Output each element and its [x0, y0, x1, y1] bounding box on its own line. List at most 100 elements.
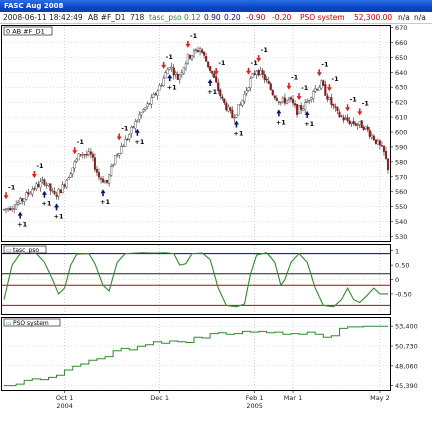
candle-body — [253, 73, 256, 75]
candle-body — [13, 208, 16, 210]
candle-body — [39, 181, 42, 188]
info-count: 718 — [130, 13, 145, 22]
osc-tick-label: 1 — [395, 247, 399, 255]
sell-signal-label: -1 — [8, 183, 16, 191]
title-bar[interactable]: FASC Aug 2008 — [0, 0, 432, 12]
candle-body — [257, 70, 260, 76]
chart-canvas[interactable]: +1+1+1+1+1+1+1+1+1 +1-1-1-1-1-1-1-1 -1-1-1… — [0, 24, 432, 425]
candle-body — [263, 74, 266, 80]
buy-signal-label: +1 — [17, 221, 27, 229]
candle-body — [237, 104, 240, 116]
buy-arrow-icon — [304, 110, 310, 118]
candle-body — [136, 120, 139, 123]
candle-body — [231, 109, 234, 119]
candle-body — [130, 127, 133, 134]
candle-body — [186, 53, 189, 64]
candle-body — [374, 139, 377, 144]
candle-body — [164, 72, 167, 79]
candle-body — [346, 117, 349, 121]
buy-signal-label: +1 — [167, 83, 177, 91]
candle-body — [239, 104, 242, 106]
candle-body — [65, 179, 68, 188]
candle-body — [235, 114, 238, 118]
buy-arrow-icon — [54, 203, 60, 211]
candle-body — [338, 111, 341, 117]
candle-body — [376, 140, 379, 145]
sell-arrow-icon — [316, 69, 322, 77]
candle-body — [43, 179, 46, 185]
info-value-5: -0.20 — [272, 13, 292, 22]
info-symbol: AB #F_D1 — [88, 13, 126, 22]
candle-body — [308, 100, 311, 102]
buy-arrow-icon — [167, 74, 173, 82]
candle-body — [99, 178, 103, 180]
info-indicator-name: tasc_pso — [149, 13, 182, 22]
sell-arrow-icon — [246, 67, 252, 75]
candle-body — [178, 74, 181, 80]
candle-body — [194, 49, 198, 51]
buy-signal-label: +1 — [276, 118, 286, 126]
candle-body — [285, 99, 288, 105]
candle-body — [384, 151, 388, 159]
candle-body — [93, 157, 96, 170]
candle-body — [71, 167, 74, 175]
candle-body — [217, 82, 220, 91]
candle-body — [378, 140, 381, 146]
candle-body — [160, 85, 163, 87]
candle-body — [85, 154, 88, 156]
signals-layer: +1+1+1+1+1+1+1+1+1 +1-1-1-1-1-1-1-1 -1-1-1… — [3, 32, 369, 229]
candle-body — [348, 120, 351, 125]
candle-body — [233, 117, 236, 119]
candle-body — [148, 103, 151, 105]
candle-body — [251, 73, 254, 78]
price-tick-label: 570 — [395, 173, 407, 181]
candle-body — [211, 70, 214, 74]
oscillator-line — [3, 252, 388, 308]
candle-body — [170, 66, 173, 69]
candle-body — [29, 192, 32, 195]
candle-body — [273, 95, 276, 99]
sell-arrow-icon — [256, 55, 262, 63]
price-tick-label: 640 — [395, 69, 407, 77]
candle-body — [2, 209, 6, 211]
osc-tick-label: 0.50 — [395, 262, 409, 270]
sell-arrow-icon — [296, 93, 302, 101]
candle-body — [150, 97, 153, 105]
candle-body — [158, 85, 161, 91]
buy-signal-label: +1 — [233, 130, 243, 138]
candle-body — [61, 184, 64, 194]
candle-body — [108, 174, 111, 184]
sell-signal-label: -1 — [121, 124, 129, 132]
candle-body — [162, 77, 165, 87]
candle-body — [368, 130, 371, 137]
candle-body — [47, 183, 50, 186]
candle-body — [198, 48, 202, 52]
x-tick-label: Oct 1 — [56, 394, 73, 402]
candle-body — [15, 204, 18, 210]
price-tick-label: 620 — [395, 99, 407, 107]
candle-body — [166, 69, 169, 74]
candle-body — [140, 112, 143, 116]
candles-layer — [2, 46, 390, 214]
candle-body — [112, 164, 115, 166]
info-na-1: n/a — [398, 13, 410, 22]
candle-body — [358, 121, 361, 125]
osc-pane-icon: ▭ — [6, 247, 12, 254]
info-bar: 2008-06-11 18:42:49 AB #F_D1 718 tasc_ps… — [0, 12, 432, 24]
sell-signal-label: -1 — [321, 60, 329, 68]
candle-body — [124, 139, 127, 148]
equity-layer — [4, 325, 388, 387]
equity-pane-label: PSO system — [13, 320, 49, 327]
candle-body — [83, 154, 86, 156]
candle-body — [300, 105, 303, 110]
buy-arrow-icon — [17, 211, 23, 219]
info-system-name: PSO system — [300, 13, 345, 22]
buy-arrow-icon — [134, 128, 140, 136]
candle-body — [31, 189, 34, 195]
candle-body — [310, 97, 313, 100]
sell-arrow-icon — [116, 133, 122, 141]
info-system-value: 52,300.00 — [354, 13, 393, 22]
price-tick-label: 590 — [395, 143, 407, 151]
candle-body — [55, 194, 58, 197]
